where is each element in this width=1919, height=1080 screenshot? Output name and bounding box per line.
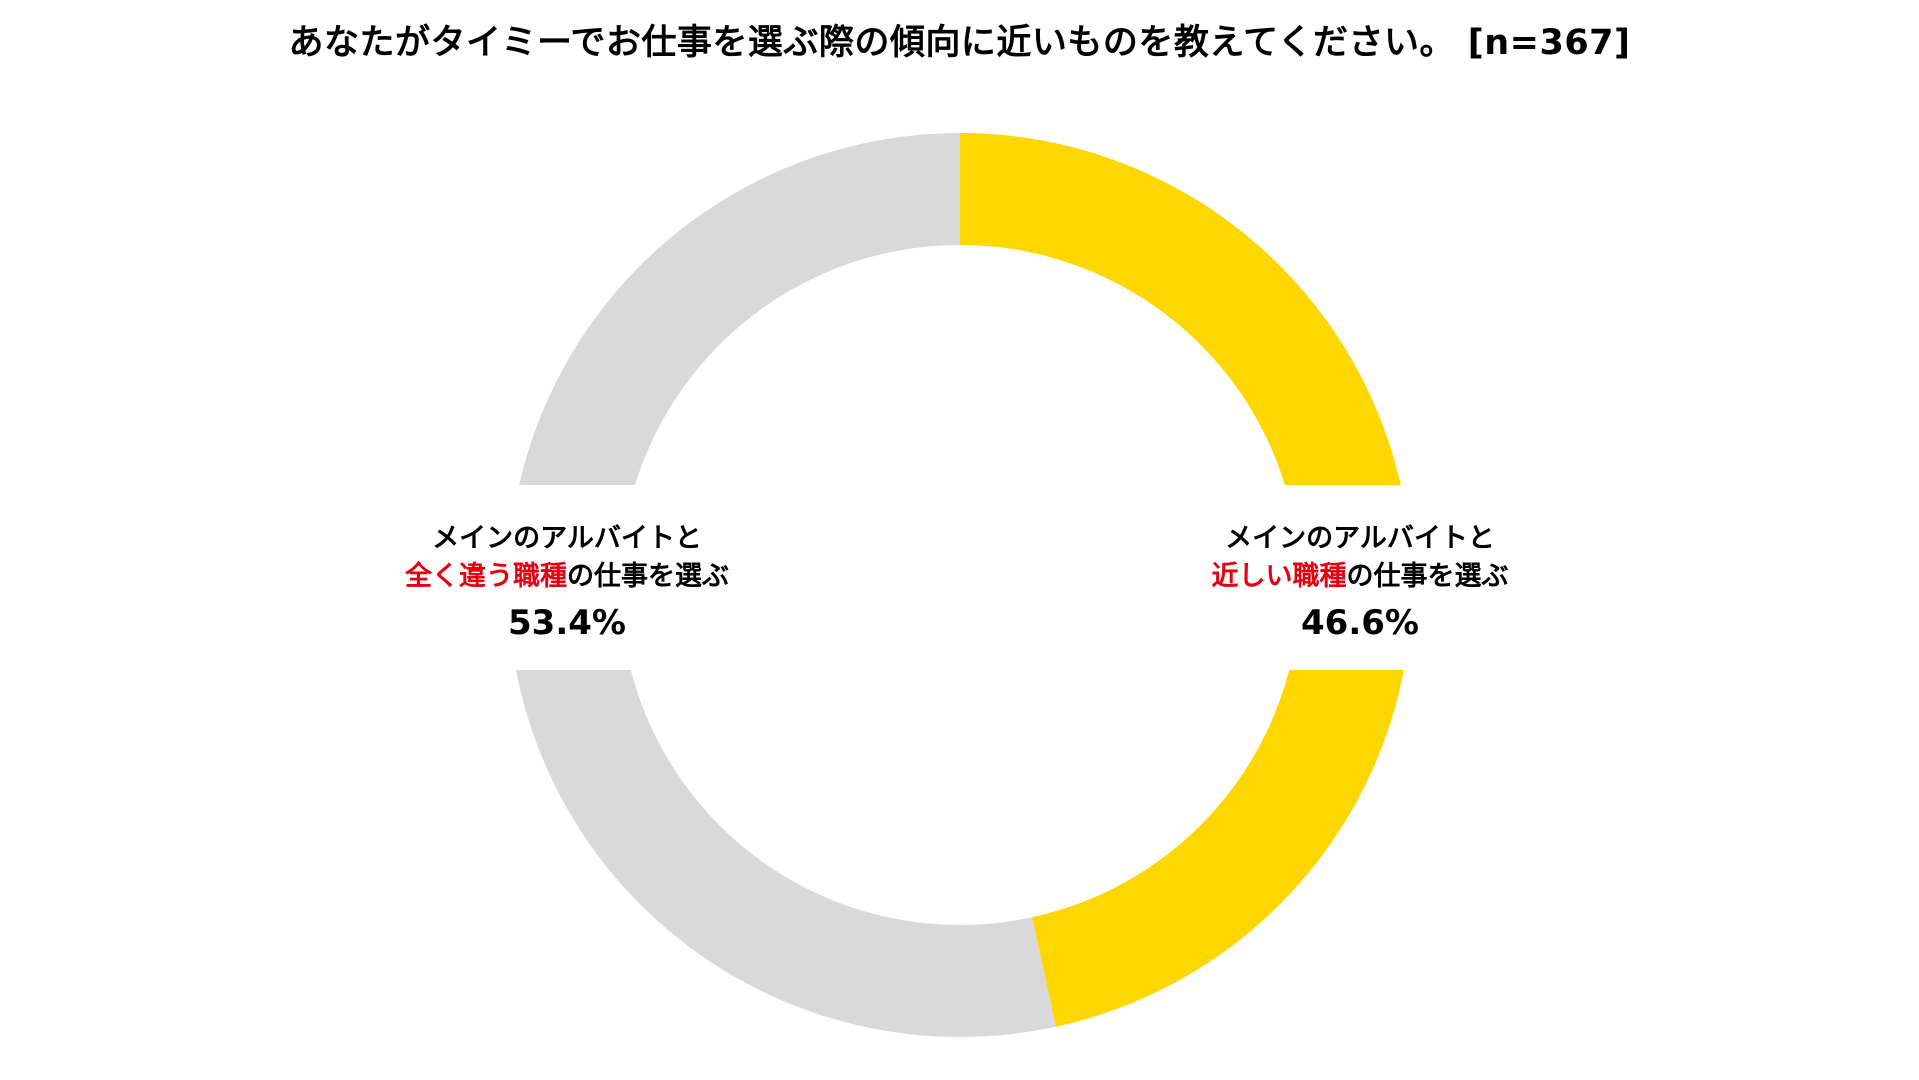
slice-label-different-job: メインのアルバイトと 全く違う職種の仕事を選ぶ 53.4% bbox=[347, 520, 787, 648]
slice-label-line1: メインのアルバイトと bbox=[1225, 523, 1495, 554]
chart-title: あなたがタイミーでお仕事を選ぶ際の傾向に近いものを教えてください。 [n=367… bbox=[288, 23, 1631, 63]
slice-label-line2: 近しい職種の仕事を選ぶ bbox=[1140, 558, 1580, 596]
slice-label-line1: メインのアルバイトと bbox=[432, 523, 702, 554]
slice-value-label: 53.4% bbox=[508, 603, 626, 643]
slice-label-highlight: 全く違う職種 bbox=[405, 561, 567, 592]
donut-slice-0 bbox=[960, 133, 1412, 1027]
label-backdrop-1 bbox=[1165, 485, 1415, 670]
donut-slice-1 bbox=[507, 133, 1056, 1037]
slice-label-highlight: 近しい職種 bbox=[1211, 561, 1347, 592]
label-backdrop-0 bbox=[505, 485, 755, 670]
slice-label-rest: の仕事を選ぶ bbox=[1346, 561, 1509, 592]
slice-label-rest: の仕事を選ぶ bbox=[567, 561, 729, 592]
slice-label-similar-job: メインのアルバイトと 近しい職種の仕事を選ぶ 46.6% bbox=[1140, 520, 1580, 648]
slice-value-label: 46.6% bbox=[1301, 603, 1419, 643]
slice-label-line2: 全く違う職種の仕事を選ぶ bbox=[347, 558, 787, 596]
